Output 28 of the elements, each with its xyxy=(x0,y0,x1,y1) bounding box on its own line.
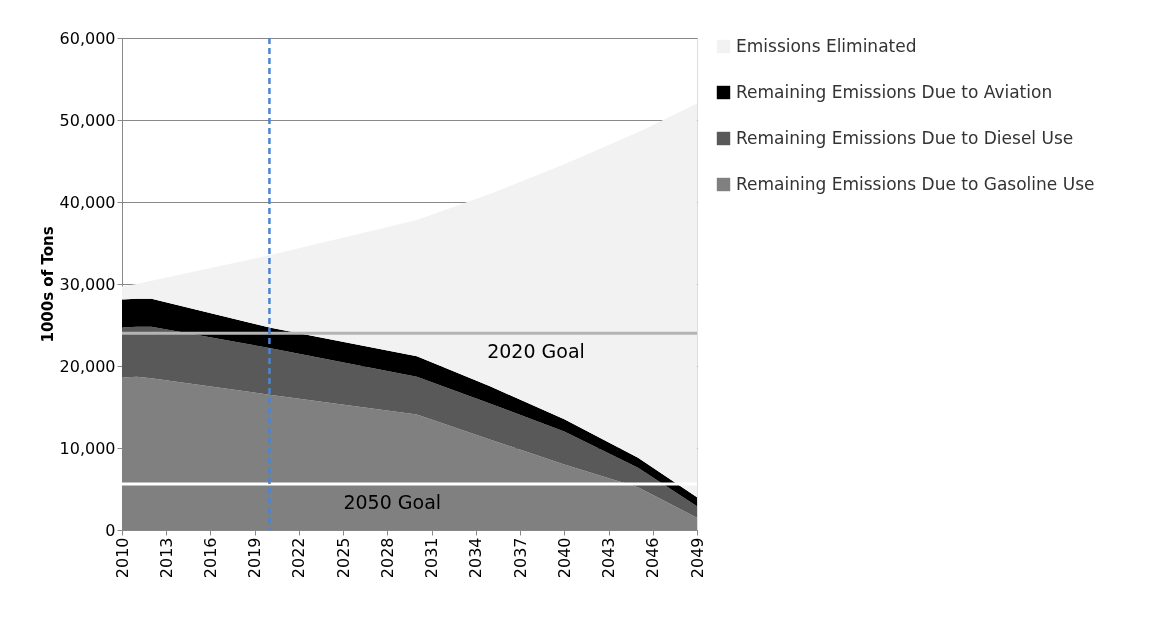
legend-label: Remaining Emissions Due to Aviation xyxy=(736,81,1053,102)
y-tick-label: 50,000 xyxy=(59,110,116,130)
legend-label: Emissions Eliminated xyxy=(736,35,917,56)
x-tick-label: 2031 xyxy=(422,537,442,579)
x-tick-label: 2040 xyxy=(554,537,574,579)
x-tick-label: 2028 xyxy=(377,537,397,579)
x-tick-label: 2037 xyxy=(510,537,530,579)
x-tick-label: 2016 xyxy=(200,537,220,579)
ref-line-label: 2050 Goal xyxy=(343,491,442,514)
y-tick-label: 40,000 xyxy=(59,192,116,212)
x-tick-label: 2049 xyxy=(687,537,707,579)
legend-label: Remaining Emissions Due to Diesel Use xyxy=(736,127,1074,148)
x-tick-label: 2034 xyxy=(466,537,486,579)
y-tick-label: 20,000 xyxy=(59,356,116,376)
y-tick-label: 10,000 xyxy=(59,438,116,458)
y-axis-title: 1000s of Tons xyxy=(38,226,57,343)
legend-label: Remaining Emissions Due to Gasoline Use xyxy=(736,173,1095,194)
y-tick-label: 30,000 xyxy=(59,274,116,294)
x-tick-label: 2046 xyxy=(643,537,663,579)
ref-line-label: 2020 Goal xyxy=(487,340,585,363)
y-tick-label: 60,000 xyxy=(59,28,116,48)
x-tick-label: 2010 xyxy=(112,537,132,579)
x-tick-label: 2019 xyxy=(245,537,265,579)
x-tick-label: 2043 xyxy=(599,537,619,579)
x-tick-label: 2013 xyxy=(156,537,176,579)
x-tick-label: 2022 xyxy=(289,537,309,579)
x-tick-label: 2025 xyxy=(333,537,353,579)
y-tick-label: 0 xyxy=(105,520,116,540)
